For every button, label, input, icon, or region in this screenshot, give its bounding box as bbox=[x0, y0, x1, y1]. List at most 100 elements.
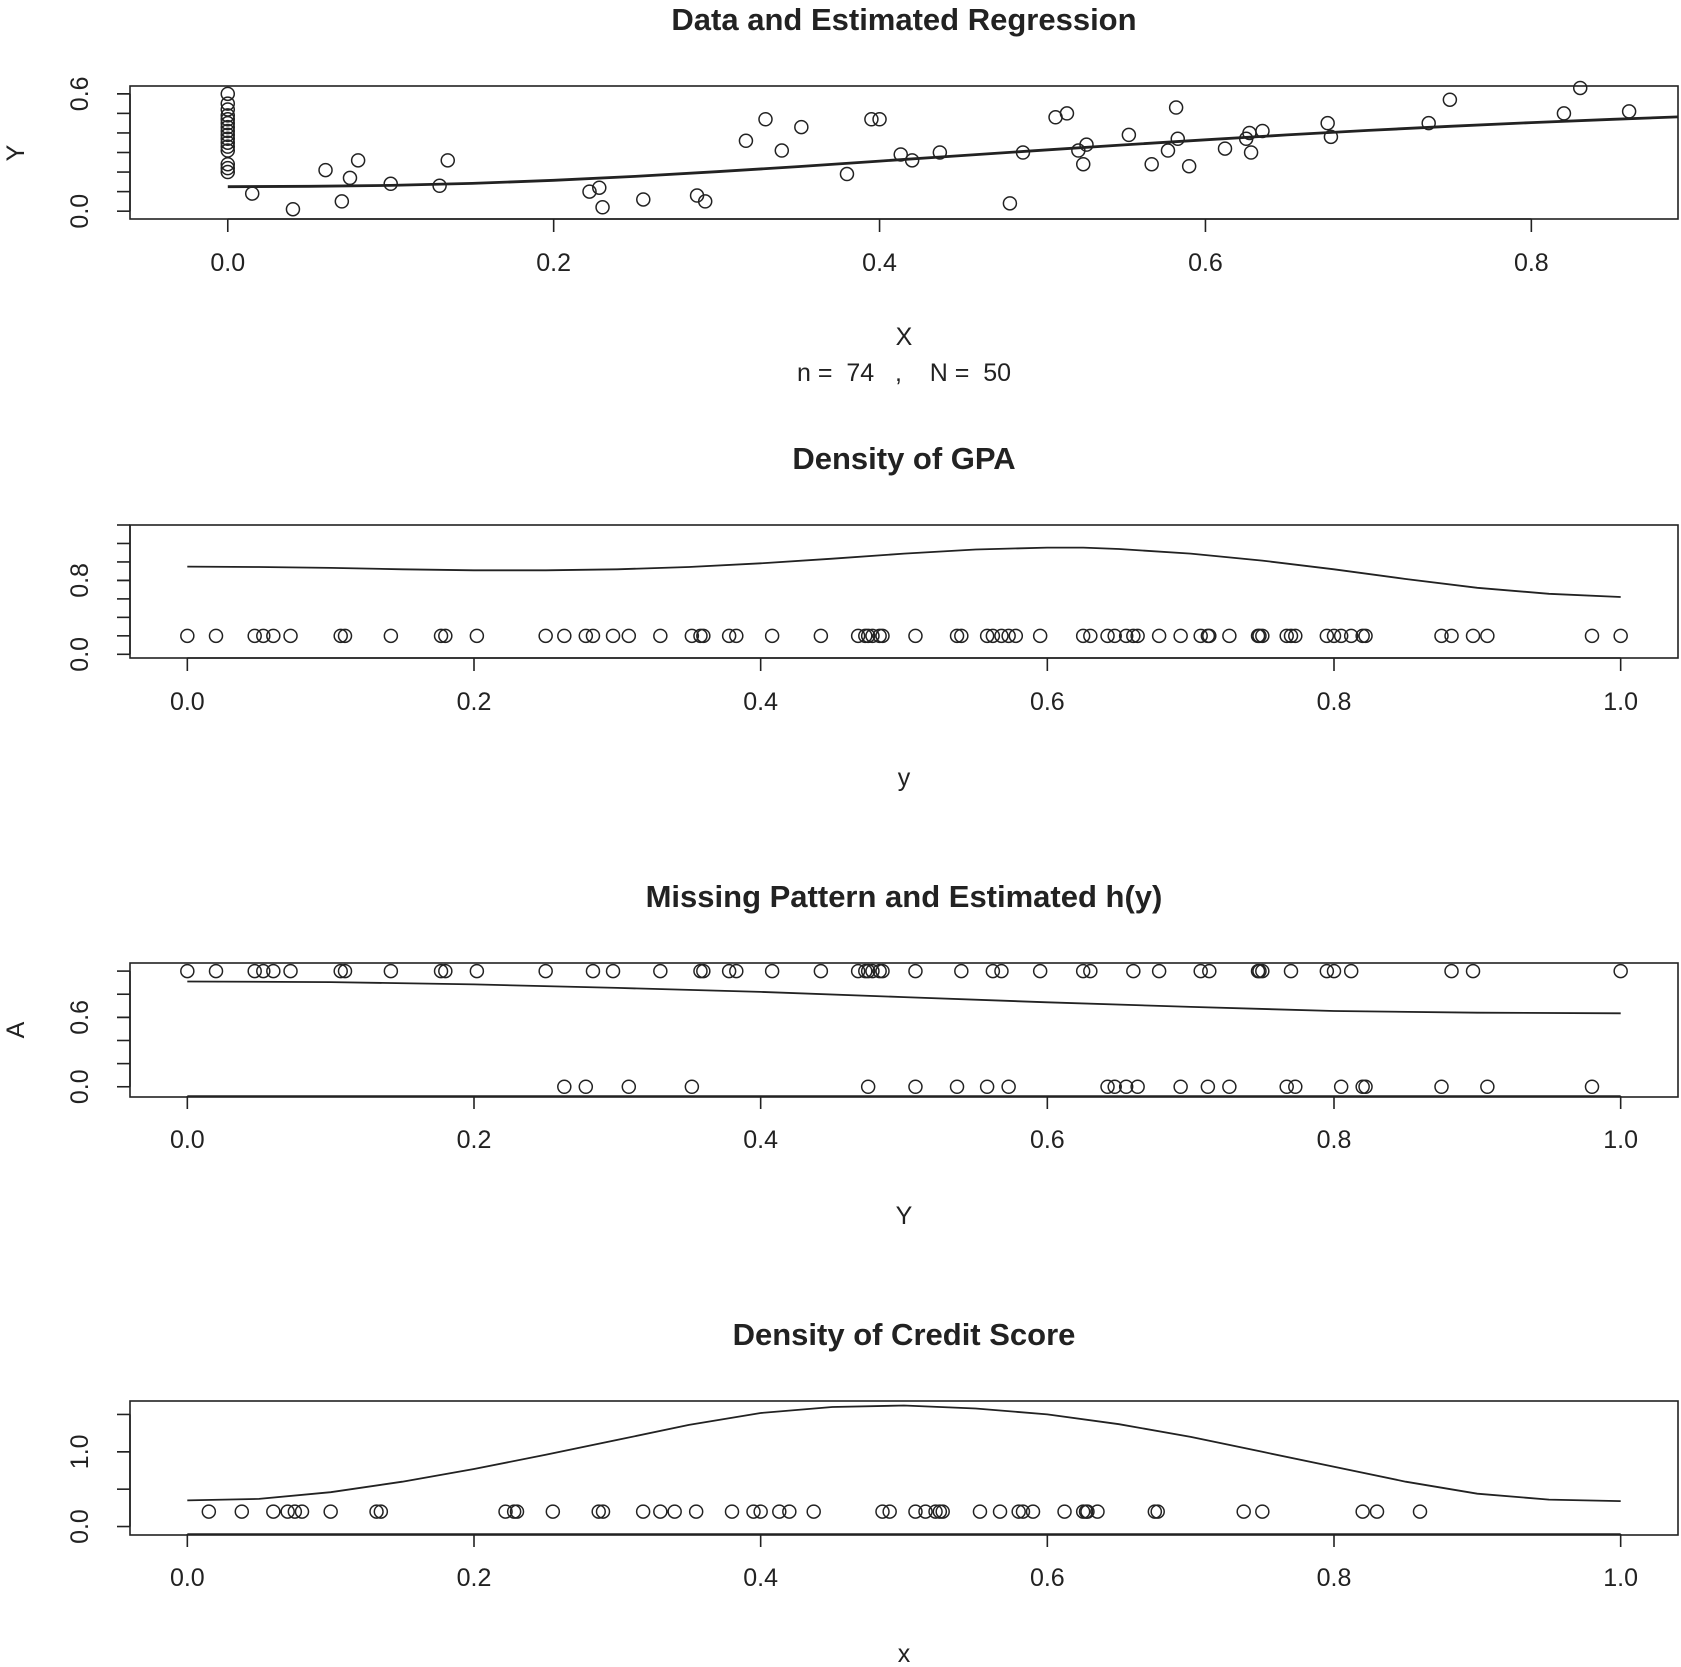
data-point bbox=[1001, 1079, 1016, 1094]
data-point bbox=[949, 1079, 965, 1094]
y-axis-label: Y bbox=[2, 144, 30, 161]
plot-frame bbox=[129, 85, 1679, 220]
estimated-curve bbox=[227, 115, 1679, 189]
data-point bbox=[220, 115, 236, 131]
data-point bbox=[1369, 1504, 1385, 1519]
plot-frame bbox=[129, 1400, 1679, 1536]
x-tick-label: 0.2 bbox=[536, 249, 571, 277]
data-point bbox=[220, 123, 236, 139]
data-point bbox=[1130, 1079, 1145, 1094]
data-point bbox=[1255, 628, 1270, 644]
data-point bbox=[758, 112, 773, 127]
data-point bbox=[1444, 963, 1459, 979]
ticks: 0.0 0.2 0.4 0.6 0.8 1.0 0.0 0.6 bbox=[66, 970, 1638, 1154]
data-point bbox=[538, 963, 553, 979]
x-tick-label: 1.0 bbox=[1603, 1564, 1638, 1592]
x-tick-label: 0.8 bbox=[1514, 249, 1549, 277]
data-point bbox=[1243, 145, 1259, 160]
data-point bbox=[1222, 1079, 1237, 1094]
panel-title: Density of GPA bbox=[792, 441, 1015, 476]
data-point bbox=[721, 963, 737, 979]
data-point bbox=[972, 1504, 988, 1519]
data-point bbox=[860, 1079, 876, 1094]
data-point bbox=[935, 1504, 950, 1519]
data-points bbox=[187, 1404, 1621, 1519]
data-point bbox=[595, 200, 610, 215]
y-tick-label: 0.6 bbox=[66, 76, 94, 111]
data-point bbox=[1319, 628, 1335, 644]
x-tick-label: 0.6 bbox=[1030, 1564, 1065, 1592]
data-point bbox=[1118, 1079, 1134, 1094]
data-point bbox=[1613, 628, 1628, 644]
data-point bbox=[578, 1079, 594, 1094]
data-point bbox=[247, 628, 262, 644]
data-point bbox=[1279, 628, 1294, 644]
data-point bbox=[1288, 1079, 1303, 1094]
data-point bbox=[582, 184, 597, 199]
data-point bbox=[729, 628, 744, 644]
data-point bbox=[1151, 628, 1167, 644]
data-point bbox=[1168, 100, 1184, 115]
data-point bbox=[1170, 131, 1186, 147]
data-point bbox=[746, 1504, 761, 1519]
data-point bbox=[954, 628, 969, 644]
data-point bbox=[636, 192, 651, 207]
data-point bbox=[244, 186, 260, 201]
estimated-curve bbox=[187, 546, 1621, 598]
data-point bbox=[1107, 628, 1122, 644]
data-point bbox=[806, 1504, 821, 1519]
data-point bbox=[696, 963, 711, 979]
data-point bbox=[753, 1504, 768, 1519]
data-point bbox=[432, 178, 447, 193]
data-point bbox=[283, 963, 298, 979]
data-point bbox=[1480, 628, 1495, 644]
data-point bbox=[220, 119, 236, 135]
data-point bbox=[1288, 628, 1303, 644]
data-point bbox=[908, 963, 923, 979]
data-point bbox=[557, 628, 572, 644]
data-point bbox=[1173, 1079, 1188, 1094]
data-point bbox=[882, 1504, 897, 1519]
x-axis-label: Y bbox=[896, 1202, 913, 1230]
data-point bbox=[1100, 628, 1115, 644]
data-point bbox=[1090, 1504, 1105, 1519]
data-point bbox=[220, 108, 236, 123]
data-point bbox=[1319, 963, 1335, 979]
data-point bbox=[1118, 628, 1134, 644]
data-point bbox=[220, 112, 236, 127]
data-point bbox=[1255, 1504, 1270, 1519]
data-point bbox=[1100, 1079, 1115, 1094]
data-point bbox=[1217, 141, 1233, 156]
data-point bbox=[1144, 156, 1159, 172]
data-point bbox=[1333, 1079, 1349, 1094]
data-point bbox=[373, 1504, 389, 1519]
x-tick-label: 0.0 bbox=[210, 249, 245, 277]
data-point bbox=[1333, 628, 1349, 644]
data-point bbox=[538, 628, 553, 644]
data-point bbox=[208, 628, 224, 644]
data-point bbox=[850, 963, 866, 979]
x-tick-label: 0.0 bbox=[170, 1564, 205, 1592]
data-point bbox=[928, 1504, 943, 1519]
data-point bbox=[595, 1504, 611, 1519]
data-point bbox=[383, 963, 399, 979]
data-point bbox=[1584, 1079, 1600, 1094]
data-point bbox=[605, 963, 621, 979]
data-point bbox=[1355, 1504, 1370, 1519]
data-point bbox=[908, 628, 923, 644]
data-point bbox=[383, 176, 398, 192]
data-point bbox=[1075, 963, 1091, 979]
data-point bbox=[729, 963, 744, 979]
data-point bbox=[509, 1504, 525, 1519]
data-point bbox=[350, 153, 366, 168]
data-point bbox=[721, 628, 737, 644]
ticks: 0.0 0.2 0.4 0.6 0.8 1.0 0.0 0.8 bbox=[66, 524, 1638, 716]
y-tick-label: 0.0 bbox=[66, 1069, 94, 1104]
data-point bbox=[985, 963, 1001, 979]
data-point bbox=[1320, 115, 1335, 131]
y-tick-label: 0.0 bbox=[66, 637, 94, 672]
data-point bbox=[578, 628, 594, 644]
data-point bbox=[469, 963, 485, 979]
data-point bbox=[383, 628, 399, 644]
data-point bbox=[1283, 963, 1299, 979]
